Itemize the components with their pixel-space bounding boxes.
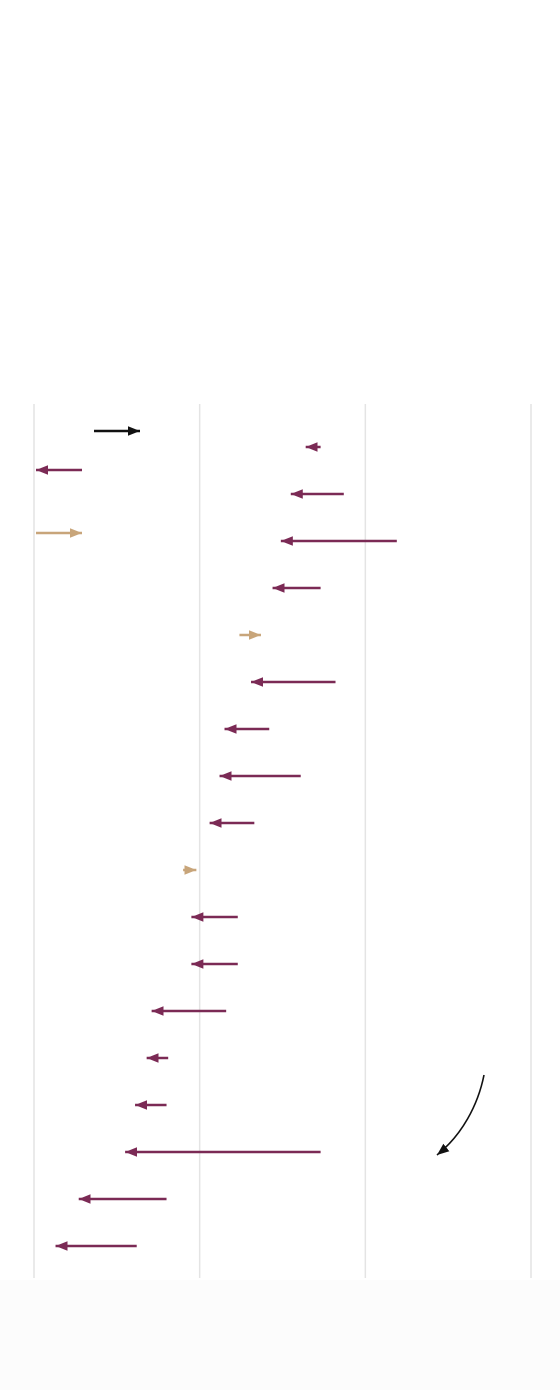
footer-band [0, 1280, 560, 1390]
grid [33, 404, 532, 1278]
annotation-arrow [436, 1074, 485, 1156]
arrows [55, 442, 397, 1251]
